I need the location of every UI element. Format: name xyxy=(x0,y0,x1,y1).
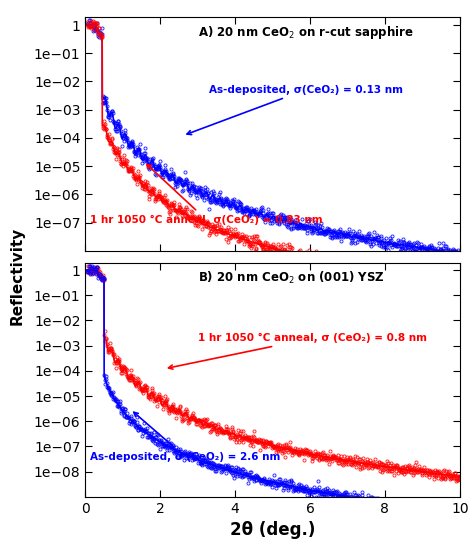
Text: B) 20 nm CeO$_2$ on (001) YSZ: B) 20 nm CeO$_2$ on (001) YSZ xyxy=(198,269,384,286)
Text: Reflectivity: Reflectivity xyxy=(9,227,25,325)
Text: A) 20 nm CeO$_2$ on r-cut sapphire: A) 20 nm CeO$_2$ on r-cut sapphire xyxy=(198,24,413,41)
Text: 1 hr 1050 °C anneal, σ (CeO₂) = 0.8 nm: 1 hr 1050 °C anneal, σ (CeO₂) = 0.8 nm xyxy=(168,333,427,369)
Text: As-deposited, σ (CeO₂) = 2.6 nm: As-deposited, σ (CeO₂) = 2.6 nm xyxy=(90,412,280,461)
Text: 1 hr 1050 °C anneal, σ(CeO₂) = 0.83 nm: 1 hr 1050 °C anneal, σ(CeO₂) = 0.83 nm xyxy=(90,164,322,225)
Text: As-deposited, σ(CeO₂) = 0.13 nm: As-deposited, σ(CeO₂) = 0.13 nm xyxy=(187,84,403,135)
X-axis label: 2θ (deg.): 2θ (deg.) xyxy=(230,521,315,539)
